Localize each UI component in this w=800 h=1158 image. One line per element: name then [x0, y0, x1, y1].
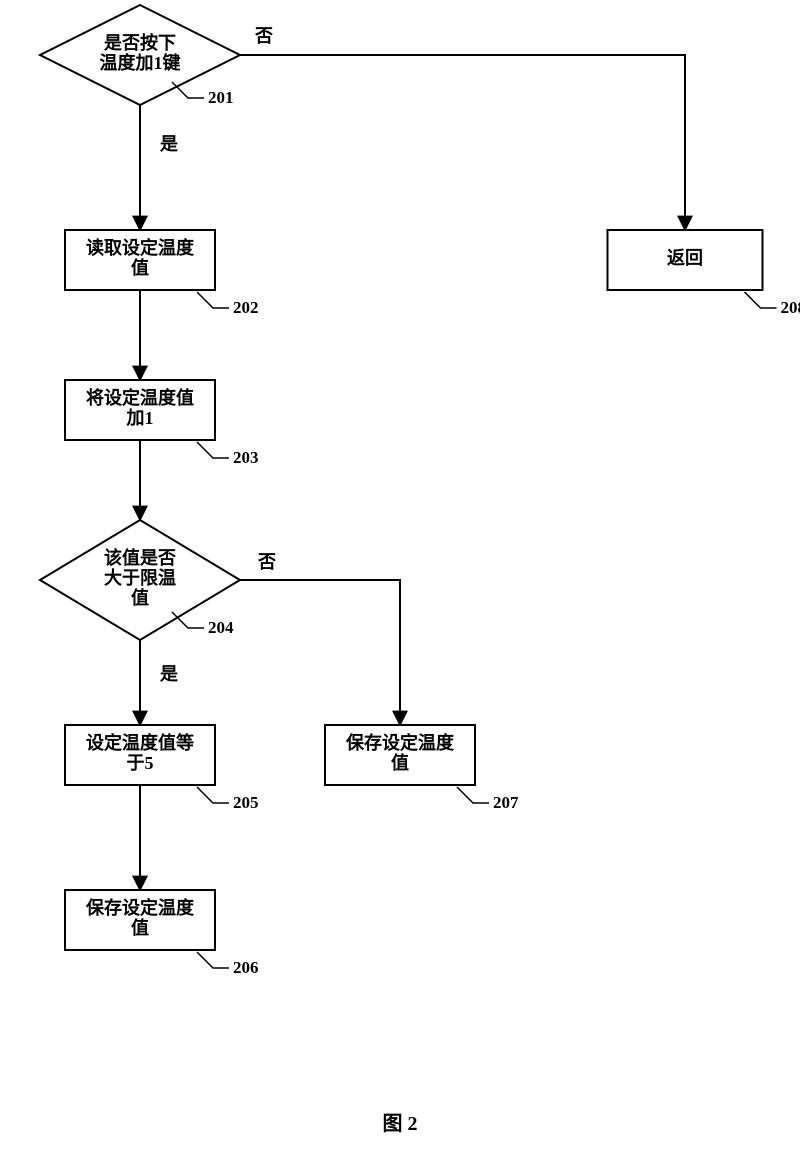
node-text: 加1: [126, 408, 154, 428]
edge: [240, 580, 400, 725]
flowchart-canvas: 否是是否 是否按下温度加1键201读取设定温度值202将设定温度值加1203该值…: [0, 0, 800, 1158]
ref-label: 205: [233, 793, 259, 812]
node-n206: 保存设定温度值 206: [65, 890, 259, 977]
node-text: 值: [391, 752, 409, 773]
edge-label: 否: [254, 26, 273, 46]
ref-label: 208: [781, 298, 800, 317]
node-text: 值: [131, 587, 149, 608]
edge-label: 否: [257, 552, 276, 572]
edge: [240, 55, 685, 230]
ref-label: 204: [208, 618, 234, 637]
node-text: 温度加1键: [100, 52, 181, 73]
node-text: 返回: [667, 248, 703, 268]
node-text: 该值是否: [104, 547, 176, 568]
ref-label: 201: [208, 88, 234, 107]
node-text: 设定温度值等: [86, 732, 194, 753]
node-n208: 返回 208: [608, 230, 800, 317]
node-text: 值: [131, 917, 149, 938]
ref-label: 203: [233, 448, 259, 467]
edge-label: 是: [159, 134, 178, 154]
ref-label: 207: [493, 793, 519, 812]
node-text: 读取设定温度: [86, 237, 195, 258]
node-text: 将设定温度值: [86, 387, 194, 408]
node-n202: 读取设定温度值 202: [65, 230, 259, 317]
ref-label: 202: [233, 298, 259, 317]
node-text: 是否按下: [103, 32, 176, 53]
node-text: 于5: [127, 753, 154, 773]
node-n201: 是否按下温度加1键 201: [40, 5, 240, 107]
node-n207: 保存设定温度值 207: [325, 725, 519, 812]
figure-caption: 图 2: [383, 1112, 418, 1135]
node-n204: 该值是否大于限温值 204: [40, 520, 240, 640]
node-text: 保存设定温度: [345, 732, 455, 753]
node-text: 大于限温: [104, 567, 176, 588]
ref-label: 206: [233, 958, 259, 977]
node-text: 保存设定温度: [85, 897, 195, 918]
edge-label: 是: [159, 664, 178, 684]
node-n205: 设定温度值等于5 205: [65, 725, 259, 812]
node-text: 值: [131, 257, 149, 278]
node-n203: 将设定温度值加1 203: [65, 380, 259, 467]
